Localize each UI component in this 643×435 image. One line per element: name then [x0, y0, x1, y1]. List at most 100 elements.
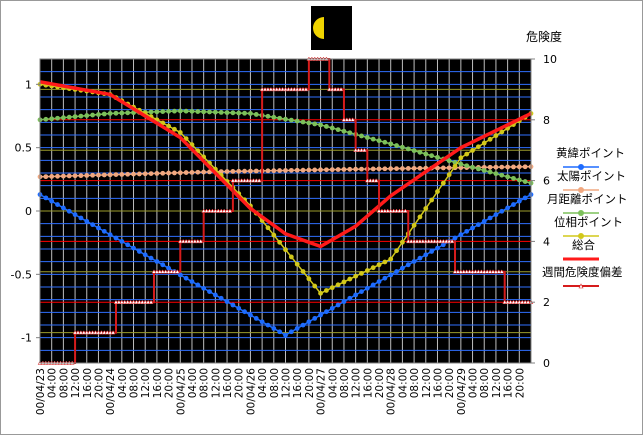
right-tick-label: 4	[543, 235, 550, 248]
legend-label: 総合	[572, 238, 595, 252]
ecliptic-latitude-series-point	[370, 282, 376, 288]
weekly-risk-point	[101, 330, 107, 335]
weekly-risk-point	[125, 299, 131, 304]
weekly-risk-point	[464, 269, 470, 274]
ecliptic-latitude-series-point	[49, 198, 55, 204]
weekly-risk-point	[478, 269, 484, 274]
ecliptic-latitude-series-point	[294, 326, 300, 331]
moon-distance-series-point	[78, 113, 84, 119]
weekly-risk-point	[201, 208, 207, 213]
moon-distance-series-point	[119, 110, 125, 116]
moon-distance-series-point	[224, 110, 230, 116]
weekly-risk-point	[151, 269, 157, 274]
ecliptic-latitude-series-point	[359, 289, 364, 295]
phase-series-point	[452, 163, 458, 169]
weekly-risk-point	[142, 299, 148, 304]
moon-distance-series-point	[376, 138, 382, 144]
ecliptic-latitude-series-point	[166, 265, 171, 271]
right-axis-title: 危険度	[526, 29, 562, 44]
phase-series-point	[370, 265, 376, 271]
weekly-risk-point	[420, 238, 426, 244]
weekly-risk-point	[145, 299, 151, 304]
legend-marker	[578, 283, 584, 289]
weekly-risk-point	[174, 269, 180, 274]
moon-distance-series-point	[183, 108, 189, 114]
moon-distance-series-point	[364, 135, 370, 140]
moon-distance-series-point	[242, 110, 247, 116]
sun-series-point	[417, 165, 423, 171]
weekly-risk-point	[376, 208, 382, 213]
ecliptic-latitude-series-point	[347, 295, 353, 301]
phase-series-point	[499, 129, 505, 135]
sun-series-point	[154, 171, 160, 176]
ecliptic-latitude-series-point	[288, 329, 294, 335]
weekly-risk-point	[104, 330, 110, 335]
weekly-risk-point	[513, 299, 519, 304]
phase-series-point	[329, 285, 335, 291]
sun-series-point	[487, 164, 493, 170]
weekly-risk-point	[294, 86, 300, 92]
x-tick-label: 04:00	[257, 368, 269, 398]
moon-distance-series-point	[394, 143, 399, 148]
ecliptic-latitude-series-point	[253, 315, 259, 321]
weekly-risk-point	[367, 178, 373, 183]
x-tick-label: 00/04/28	[386, 368, 398, 415]
x-tick-label: 08:00	[129, 368, 141, 398]
moon-distance-series-point	[388, 141, 394, 147]
moon-distance-series-point	[312, 121, 318, 127]
x-tick-label: 04:00	[117, 368, 129, 398]
weekly-risk-point	[484, 269, 490, 274]
ecliptic-latitude-series-point	[417, 255, 423, 261]
phase-series-point	[347, 276, 353, 282]
right-tick-label: 6	[543, 175, 550, 188]
phase-series-point	[470, 148, 475, 153]
weekly-risk-point	[341, 117, 347, 122]
ecliptic-latitude-series-point	[300, 322, 306, 328]
ecliptic-latitude-series-point	[55, 202, 60, 207]
weekly-risk-point	[163, 269, 169, 274]
weekly-risk-point	[96, 330, 101, 335]
weekly-risk-point	[429, 238, 435, 244]
x-tick-label: 04:00	[327, 368, 339, 398]
weekly-risk-point	[411, 238, 417, 244]
x-tick-label: 04:00	[468, 368, 480, 398]
moon-distance-series-point	[177, 108, 183, 114]
x-tick-label: 16:00	[362, 368, 374, 398]
ecliptic-latitude-series-point	[183, 275, 189, 281]
moon-distance-series-point	[411, 148, 417, 154]
sun-series-point	[189, 170, 195, 175]
ecliptic-latitude-series-point	[107, 232, 113, 238]
ecliptic-latitude-series-point	[470, 225, 475, 231]
moon-distance-series-point	[382, 139, 388, 145]
ecliptic-latitude-series-point	[248, 312, 253, 318]
moon-distance-series-point	[49, 116, 55, 122]
ecliptic-latitude-series-point	[487, 215, 493, 221]
sun-series-point	[359, 166, 364, 172]
ecliptic-latitude-series-point	[481, 218, 487, 224]
ecliptic-latitude-series-point	[382, 275, 388, 281]
weekly-risk-point	[370, 178, 376, 183]
weekly-risk-point	[458, 269, 464, 274]
moon-distance-series-point	[493, 171, 499, 177]
moon-distance-series-point	[201, 109, 207, 115]
ecliptic-latitude-series-point	[522, 195, 528, 201]
phase-series-point	[400, 239, 405, 245]
weekly-risk-point	[280, 86, 286, 92]
sun-series-point	[411, 165, 417, 171]
weekly-risk-point	[139, 299, 145, 304]
x-tick-label: 12:00	[70, 368, 82, 398]
weekly-risk-point	[134, 299, 139, 304]
ecliptic-latitude-series-point	[230, 302, 236, 308]
moon-distance-series-point	[236, 110, 242, 116]
x-tick-label: 00/04/25	[175, 368, 187, 415]
weekly-risk-point	[116, 299, 122, 304]
weekly-risk-point	[218, 208, 224, 213]
sun-series-point	[107, 172, 113, 178]
sun-series-point	[201, 169, 207, 175]
weekly-risk-point	[502, 299, 508, 304]
right-tick-label: 10	[543, 53, 557, 66]
sun-series-point	[136, 171, 142, 177]
right-tick-label: 0	[543, 357, 550, 370]
weekly-risk-point	[446, 238, 452, 244]
left-tick-label: 0	[25, 205, 32, 218]
